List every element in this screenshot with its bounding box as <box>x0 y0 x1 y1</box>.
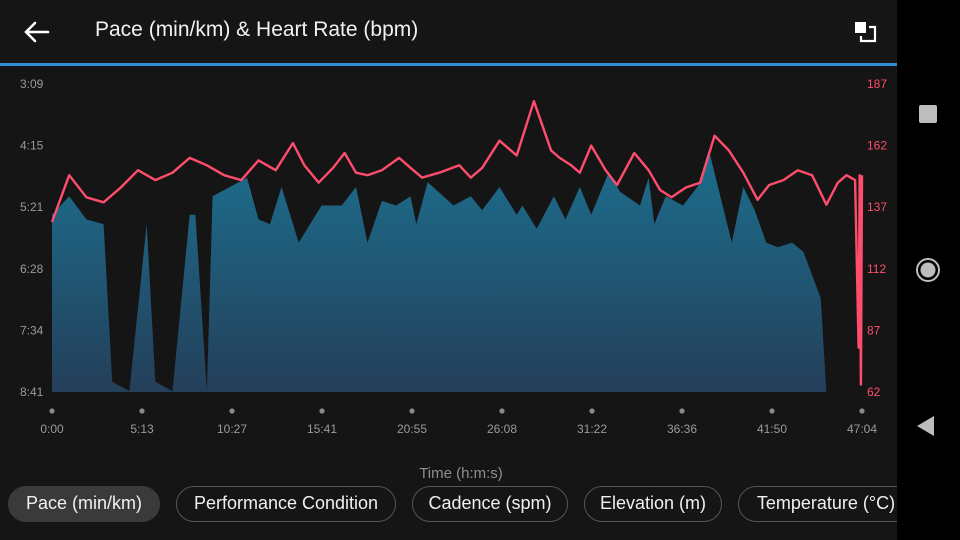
chip-elevation[interactable]: Elevation (m) <box>584 486 722 522</box>
page-title: Pace (min/km) & Heart Rate (bpm) <box>95 18 419 41</box>
pace-heart-rate-chart[interactable]: 3:09 4:15 5:21 6:28 7:34 8:41 187 162 137 112 87 62… <box>0 66 897 476</box>
pace-tick-label: 7:34 <box>20 323 44 337</box>
x-tick-dot <box>229 408 235 414</box>
x-tick-dot <box>859 408 865 414</box>
heart-rate-tick-label: 162 <box>867 139 887 153</box>
x-tick-dot <box>409 408 415 414</box>
x-tick-label: 41:50 <box>757 422 787 436</box>
x-tick-label: 36:36 <box>667 422 697 436</box>
heart-rate-tick-label: 87 <box>867 323 881 337</box>
chip-performance-condition[interactable]: Performance Condition <box>176 486 396 522</box>
pace-area-series <box>52 149 827 392</box>
chip-temperature[interactable]: Temperature (°C) <box>738 486 897 522</box>
heart-rate-line-series <box>50 100 864 386</box>
system-back-button[interactable] <box>897 396 960 456</box>
heart-rate-tick-label: 62 <box>867 385 881 399</box>
x-tick-dot <box>49 408 55 414</box>
x-tick-dot <box>139 408 145 414</box>
chip-cadence[interactable]: Cadence (spm) <box>412 486 568 522</box>
x-tick-dot <box>769 408 775 414</box>
exit-fullscreen-button[interactable] <box>846 14 884 50</box>
metric-chip-bar: Pace (min/km) Performance Condition Cade… <box>0 486 897 528</box>
x-tick-dot <box>319 408 325 414</box>
x-tick-label: 47:04 <box>847 422 877 436</box>
heart-rate-tick-label: 137 <box>867 200 887 214</box>
x-tick-label: 31:22 <box>577 422 607 436</box>
pace-tick-label: 3:09 <box>20 77 44 91</box>
pace-tick-label: 5:21 <box>20 200 44 214</box>
chart-svg: 3:09 4:15 5:21 6:28 7:34 8:41 187 162 137 112 87 62… <box>20 77 887 436</box>
system-navigation-bar <box>897 0 960 540</box>
x-axis-title: Time (h:m:s) <box>419 465 503 482</box>
pace-tick-label: 4:15 <box>20 139 44 153</box>
pace-tick-label: 6:28 <box>20 262 44 276</box>
triangle-back-icon <box>917 416 934 436</box>
x-tick-label: 26:08 <box>487 422 517 436</box>
recents-button[interactable] <box>897 84 960 144</box>
x-tick-dot <box>589 408 595 414</box>
heart-rate-tick-label: 187 <box>867 77 887 91</box>
back-button[interactable] <box>14 12 60 52</box>
x-tick-label: 10:27 <box>217 422 247 436</box>
x-tick-dot <box>499 408 505 414</box>
x-tick-label: 5:13 <box>130 422 154 436</box>
exit-fullscreen-icon <box>855 22 877 43</box>
x-tick-label: 20:55 <box>397 422 427 436</box>
header-divider <box>0 63 897 66</box>
pace-tick-label: 8:41 <box>20 385 44 399</box>
app-screen: Pace (min/km) & Heart Rate (bpm) 3:09 4:1… <box>0 0 897 528</box>
home-button[interactable] <box>897 240 960 300</box>
square-recents-icon <box>919 105 937 123</box>
x-tick-dot <box>679 408 685 414</box>
top-app-bar: Pace (min/km) & Heart Rate (bpm) <box>0 0 897 63</box>
circle-home-icon <box>916 258 940 282</box>
chip-pace[interactable]: Pace (min/km) <box>8 486 160 522</box>
x-tick-label: 0:00 <box>40 422 64 436</box>
heart-rate-tick-label: 112 <box>867 262 886 276</box>
x-tick-label: 15:41 <box>307 422 337 436</box>
arrow-left-icon <box>24 21 50 43</box>
